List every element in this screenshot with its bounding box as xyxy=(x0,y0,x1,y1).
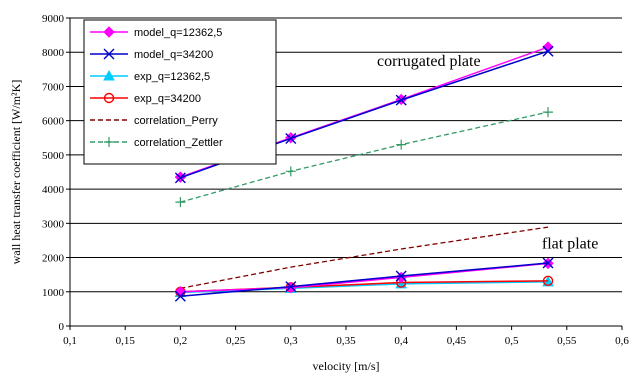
legend-label: exp_q=34200 xyxy=(134,93,201,105)
legend-label: model_q=12362,5 xyxy=(134,27,222,39)
x-tick-label: 0,4 xyxy=(394,335,408,347)
x-tick-label: 0,3 xyxy=(284,335,298,347)
data-point xyxy=(174,290,186,302)
legend-marker xyxy=(103,26,115,38)
x-tick-label: 0,5 xyxy=(505,335,519,347)
legend-marker xyxy=(103,48,115,60)
y-tick-label: 3000 xyxy=(42,218,65,230)
y-tick-label: 6000 xyxy=(42,116,65,128)
data-point xyxy=(285,166,296,177)
data-point xyxy=(285,281,297,293)
y-tick-label: 0 xyxy=(59,321,65,333)
data-point xyxy=(542,257,554,269)
x-tick-label: 0,45 xyxy=(447,335,467,347)
series-5 xyxy=(175,107,554,208)
data-point xyxy=(543,107,554,118)
data-point xyxy=(395,94,407,106)
legend-item: correlation_Perry xyxy=(90,115,218,127)
data-point xyxy=(396,139,407,150)
data-point xyxy=(395,277,408,289)
legend: model_q=12362,5 model_q=34200 exp_q=12362,… xyxy=(83,19,277,165)
data-point xyxy=(175,197,186,208)
legend-label: correlation_Zettler xyxy=(134,137,223,149)
series-line xyxy=(180,226,549,289)
data-point xyxy=(285,132,297,144)
x-tick-label: 0,2 xyxy=(174,335,188,347)
y-tick-labels: 0 1000 2000 3000 4000 5000 6000 7000 8000 9000 xyxy=(42,13,65,333)
y-tick-label: 8000 xyxy=(42,47,65,59)
legend-label: exp_q=12362,5 xyxy=(134,71,210,83)
x-axis-title: velocity [m/s] xyxy=(313,359,380,373)
axes xyxy=(66,17,623,330)
series-4 xyxy=(180,226,549,289)
x-tick-label: 0,55 xyxy=(557,335,577,347)
legend-item: model_q=12362,5 xyxy=(90,26,222,39)
y-axis-title: wall heat transfer coefficient [W/m²K] xyxy=(9,80,23,265)
y-tick-label: 2000 xyxy=(42,253,65,265)
series-line xyxy=(180,262,549,293)
x-tick-labels: 0,1 0,15 0,2 0,25 0,3 0,35 0,4 0,45 0,5 0,55 0,6 xyxy=(63,335,629,347)
legend-item: exp_q=34200 xyxy=(90,92,201,105)
series-line xyxy=(180,111,549,203)
x-tick-label: 0,6 xyxy=(615,335,629,347)
data-point xyxy=(174,172,186,184)
series-7 xyxy=(174,257,554,302)
legend-item: correlation_Zettler xyxy=(90,137,223,149)
legend-box xyxy=(83,19,277,165)
data-point xyxy=(542,275,554,287)
legend-item: exp_q=12362,5 xyxy=(90,69,210,83)
y-tick-label: 1000 xyxy=(42,287,65,299)
x-tick-label: 0,1 xyxy=(63,335,77,347)
x-tick-label: 0,15 xyxy=(116,335,136,347)
y-tick-label: 4000 xyxy=(42,184,65,196)
legend-marker xyxy=(104,137,114,147)
y-tick-label: 7000 xyxy=(42,81,65,93)
series-line xyxy=(180,262,549,297)
legend-label: correlation_Perry xyxy=(134,115,218,127)
data-point xyxy=(542,45,554,57)
legend-item: model_q=34200 xyxy=(90,48,213,61)
legend-label: model_q=34200 xyxy=(134,49,213,61)
x-tick-label: 0,25 xyxy=(226,335,246,347)
data-point xyxy=(395,270,407,282)
x-tick-label: 0,35 xyxy=(336,335,356,347)
legend-marker xyxy=(103,69,115,81)
y-tick-label: 5000 xyxy=(42,150,65,162)
legend-marker xyxy=(103,92,115,104)
y-tick-label: 9000 xyxy=(42,13,65,25)
annotation-flat-plate: flat plate xyxy=(542,235,598,252)
annotation-corrugated-plate: corrugated plate xyxy=(377,53,481,70)
